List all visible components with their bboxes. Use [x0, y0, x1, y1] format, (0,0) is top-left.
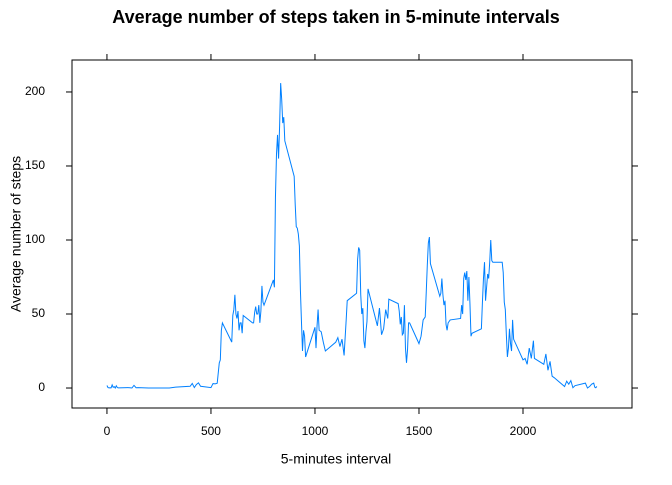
x-axis-label: 5-minutes interval [281, 451, 392, 467]
chart-title: Average number of steps taken in 5-minut… [112, 7, 559, 27]
y-tick-label: 50 [32, 306, 46, 320]
x-tick-label: 500 [201, 424, 221, 438]
data-line [106, 83, 598, 389]
y-tick-label: 150 [25, 158, 45, 172]
y-tick-label: 0 [38, 380, 45, 394]
x-tick-label: 1500 [406, 424, 433, 438]
y-tick-label: 200 [25, 84, 45, 98]
x-tick-label: 0 [104, 424, 111, 438]
x-tick-label: 2000 [510, 424, 537, 438]
plot-frame [71, 59, 633, 409]
x-tick-label: 1000 [302, 424, 329, 438]
y-axis-label: Average number of steps [8, 156, 24, 312]
y-tick-label: 100 [25, 232, 45, 246]
